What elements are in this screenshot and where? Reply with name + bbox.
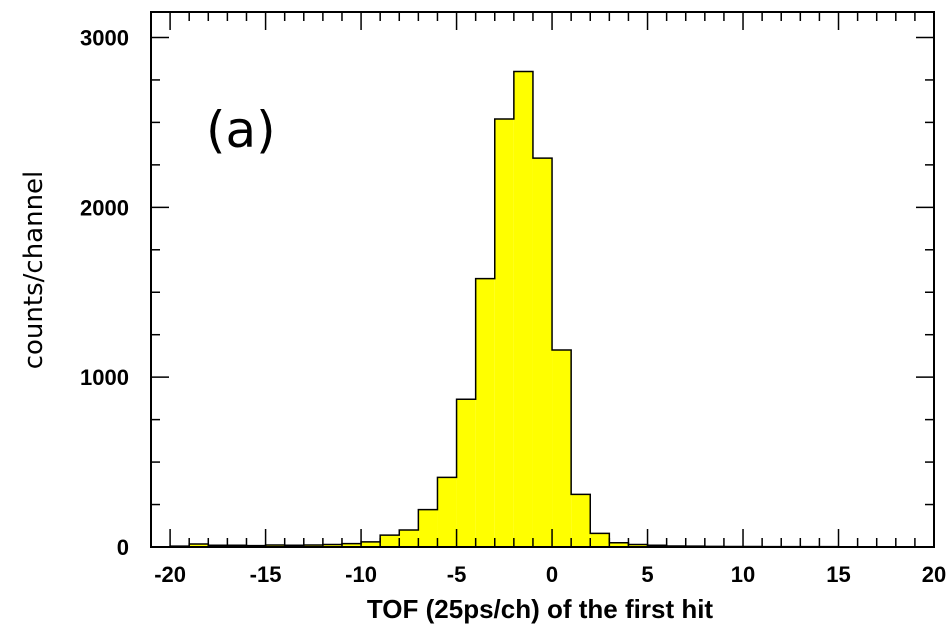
x-axis-label: TOF (25ps/ch) of the first hit — [367, 594, 714, 624]
x-tick-label: 10 — [731, 562, 755, 587]
y-tick-label: 3000 — [80, 25, 129, 50]
histogram-bar — [590, 533, 610, 547]
x-tick-label: 15 — [826, 562, 850, 587]
x-tick-labels: -20 -15 -10 -5 0 5 10 15 20 — [154, 562, 946, 587]
y-tick-label: 2000 — [80, 195, 129, 220]
histogram-bar — [418, 509, 438, 547]
panel-label: (a) — [206, 101, 276, 159]
plot-frame — [150, 11, 935, 548]
histogram-bar — [475, 278, 495, 547]
histogram-bar — [189, 543, 209, 547]
x-tick-label: -20 — [154, 562, 186, 587]
y-axis-label: counts/channel — [19, 171, 49, 370]
histogram-bar — [571, 494, 591, 547]
histogram-bar — [456, 399, 476, 547]
histogram-bars — [170, 71, 934, 548]
histogram-bar — [322, 544, 342, 547]
histogram-bar — [303, 544, 323, 547]
histogram-bar — [513, 71, 533, 547]
axis-ticks — [150, 12, 935, 548]
x-tick-label: -5 — [447, 562, 467, 587]
y-tick-label: 1000 — [80, 365, 129, 390]
histogram-bar — [380, 535, 400, 547]
histogram-bar — [532, 158, 553, 548]
histogram-bar — [265, 544, 285, 547]
histogram-bar — [628, 544, 648, 547]
histogram-bar — [437, 477, 457, 547]
histogram-bar — [494, 119, 514, 547]
histogram-bar — [609, 542, 629, 547]
x-tick-label: 20 — [922, 562, 946, 587]
histogram-bar — [399, 530, 419, 547]
x-tick-label: 5 — [641, 562, 653, 587]
y-tick-labels: 0 1000 2000 3000 — [80, 25, 129, 560]
histogram-bar — [341, 543, 362, 547]
y-tick-label: 0 — [117, 535, 129, 560]
histogram-bar — [552, 349, 572, 547]
x-tick-label: -15 — [250, 562, 282, 587]
x-tick-label: 0 — [546, 562, 558, 587]
histogram-bar — [361, 541, 381, 547]
x-tick-label: -10 — [345, 562, 377, 587]
